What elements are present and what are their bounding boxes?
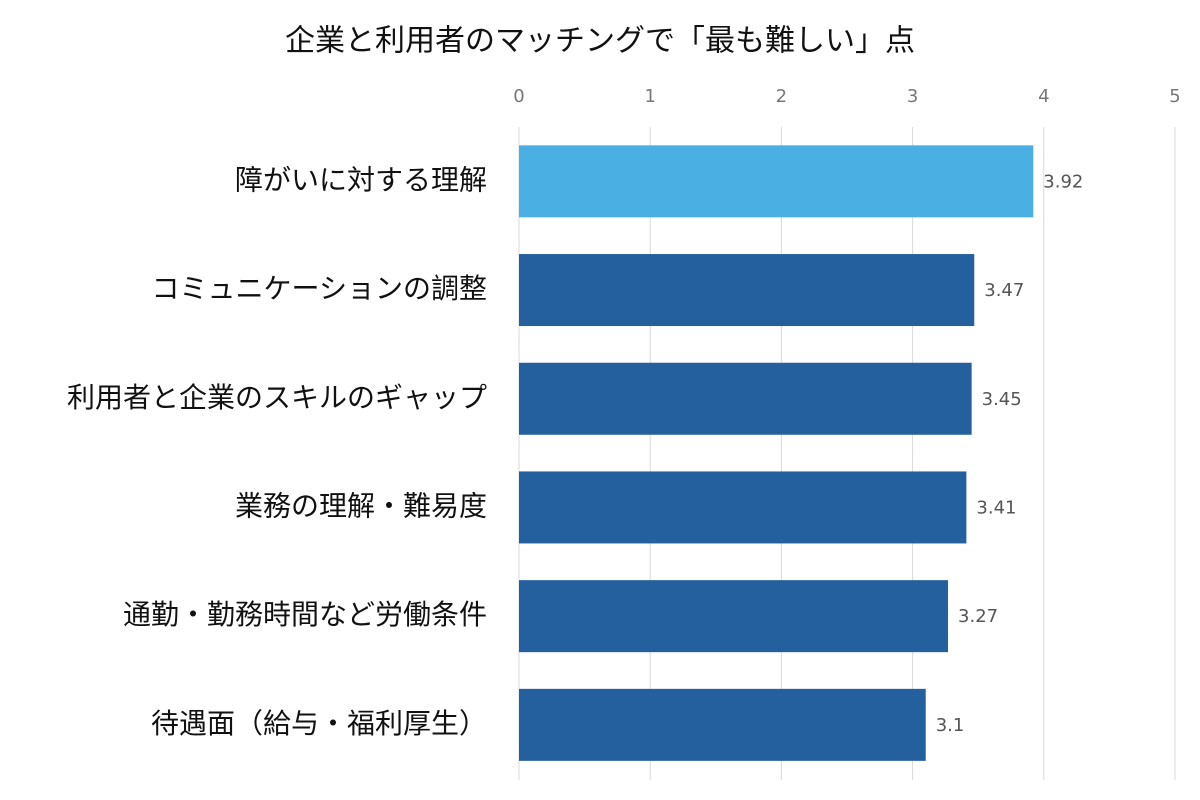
x-tick-label: 3 — [907, 86, 918, 107]
bar — [519, 145, 1034, 218]
category-label: コミュニケーションの調整 — [152, 272, 487, 305]
category-label: 業務の理解・難易度 — [235, 489, 487, 522]
bar — [519, 471, 967, 544]
x-tick-label: 2 — [776, 86, 787, 107]
value-label: 3.1 — [936, 715, 965, 736]
chart-title: 企業と利用者のマッチングで「最も難しい」点 — [285, 24, 915, 59]
bar — [519, 580, 949, 653]
bar — [519, 688, 926, 761]
value-label: 3.92 — [1043, 171, 1083, 192]
x-tick-label: 0 — [513, 86, 524, 107]
value-label: 3.45 — [982, 389, 1022, 410]
category-label: 利用者と企業のスキルのギャップ — [67, 381, 487, 414]
bar — [519, 362, 972, 435]
bar — [519, 254, 975, 327]
category-label: 通勤・勤務時間など労働条件 — [123, 598, 487, 631]
category-label: 障がいに対する理解 — [235, 163, 487, 196]
value-label: 3.27 — [958, 606, 998, 627]
value-label: 3.41 — [976, 497, 1016, 518]
x-tick-label: 1 — [644, 86, 655, 107]
category-label: 待遇面（給与・福利厚生） — [151, 707, 487, 740]
x-tick-label: 5 — [1169, 86, 1180, 107]
value-label: 3.47 — [984, 280, 1024, 301]
x-tick-label: 4 — [1038, 86, 1049, 107]
